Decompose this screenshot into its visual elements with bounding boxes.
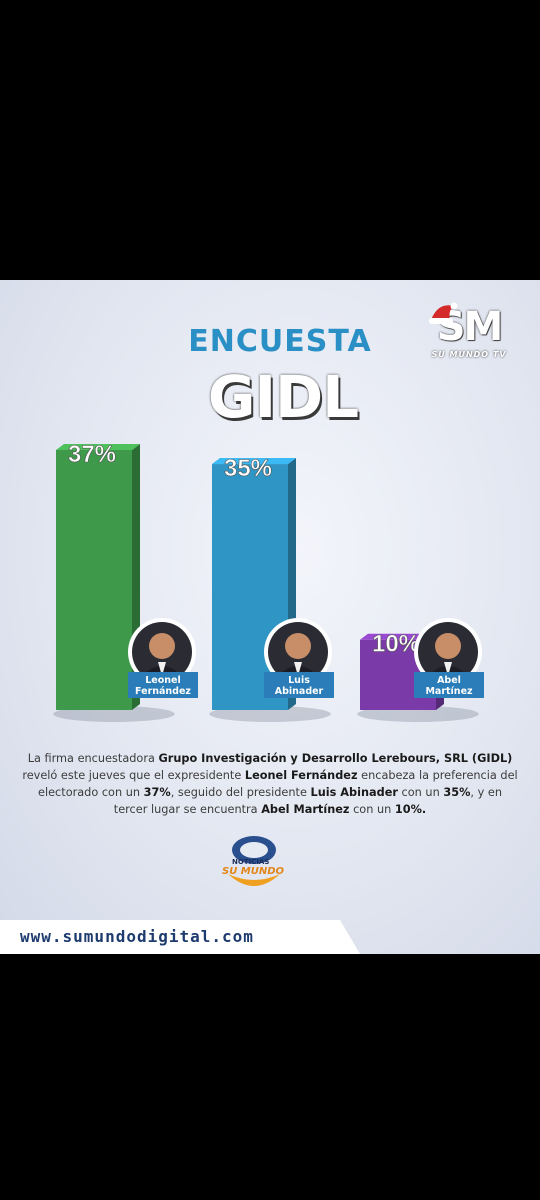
name-tag-first: Luis bbox=[288, 675, 310, 686]
bar-top bbox=[212, 458, 296, 465]
avatar-shirt bbox=[444, 662, 452, 676]
bar-1 bbox=[56, 450, 132, 710]
name-tag bbox=[264, 672, 334, 698]
noticias-logo-line2: SU MUNDO bbox=[222, 866, 285, 877]
name-tag bbox=[414, 672, 484, 698]
logo-subtitle: SU MUNDO TV bbox=[431, 350, 507, 359]
avatar-shirt bbox=[294, 662, 302, 676]
avatar-shirt bbox=[158, 662, 166, 676]
title-block: ENCUESTA GIDL bbox=[0, 324, 540, 431]
value-label: 10% bbox=[372, 631, 420, 658]
avatar-face bbox=[149, 633, 175, 659]
description-bold-run: Leonel Fernández bbox=[244, 769, 358, 782]
description-bold-run: 37% bbox=[143, 786, 171, 799]
value-label: 35% bbox=[224, 455, 272, 482]
description-run: , seguido del presidente bbox=[170, 786, 311, 799]
description-run: con un bbox=[349, 803, 395, 816]
name-tag-first: Abel bbox=[437, 675, 461, 686]
name-tag-first: Leonel bbox=[145, 675, 181, 686]
description-run: encabeza la preferencia del electorado c… bbox=[38, 769, 518, 799]
avatar-face bbox=[285, 633, 311, 659]
name-tag bbox=[128, 672, 198, 698]
bar-top bbox=[56, 444, 140, 450]
description-run: con un bbox=[397, 786, 444, 799]
description-bold-run: 35% bbox=[443, 786, 471, 799]
description-run: La firma encuestadora bbox=[27, 752, 159, 765]
name-tag-last: Fernández bbox=[135, 686, 191, 697]
footer-url-bar: www.sumundodigital.com bbox=[0, 920, 360, 954]
description-bold-run: Luis Abinader bbox=[310, 786, 398, 799]
name-tag-last: Martínez bbox=[425, 686, 473, 697]
avatar-face bbox=[435, 633, 461, 659]
name-tag-last: Abinader bbox=[275, 686, 324, 697]
description-text: La firma encuestadora Grupo Investigació… bbox=[22, 750, 518, 818]
noticias-logo-line1: NOTICIAS bbox=[232, 858, 269, 866]
su-mundo-tv-logo: SM SU MUNDO TV bbox=[424, 298, 514, 378]
noticias-su-mundo-logo: NOTICIAS SU MUNDO bbox=[222, 836, 285, 886]
infographic-card: SM SU MUNDO TV ENCUESTA GIDL 37% Leonel Fe… bbox=[0, 280, 540, 954]
title-gidl: GIDL bbox=[207, 363, 359, 431]
description-run: , y en tercer lugar se encuentra bbox=[113, 786, 502, 816]
description-bold-run: Grupo Investigación y Desarrollo Lerebou… bbox=[158, 752, 513, 765]
description-bold-run: Abel Martínez bbox=[261, 803, 350, 816]
santa-hat-icon bbox=[429, 302, 458, 324]
value-label: 37% bbox=[68, 441, 116, 468]
footer-url[interactable]: www.sumundodigital.com bbox=[20, 927, 254, 946]
title-encuesta: ENCUESTA bbox=[188, 324, 372, 359]
description-run: reveló este jueves que el expresidente bbox=[22, 769, 245, 782]
description-bold-run: 10%. bbox=[394, 803, 427, 816]
